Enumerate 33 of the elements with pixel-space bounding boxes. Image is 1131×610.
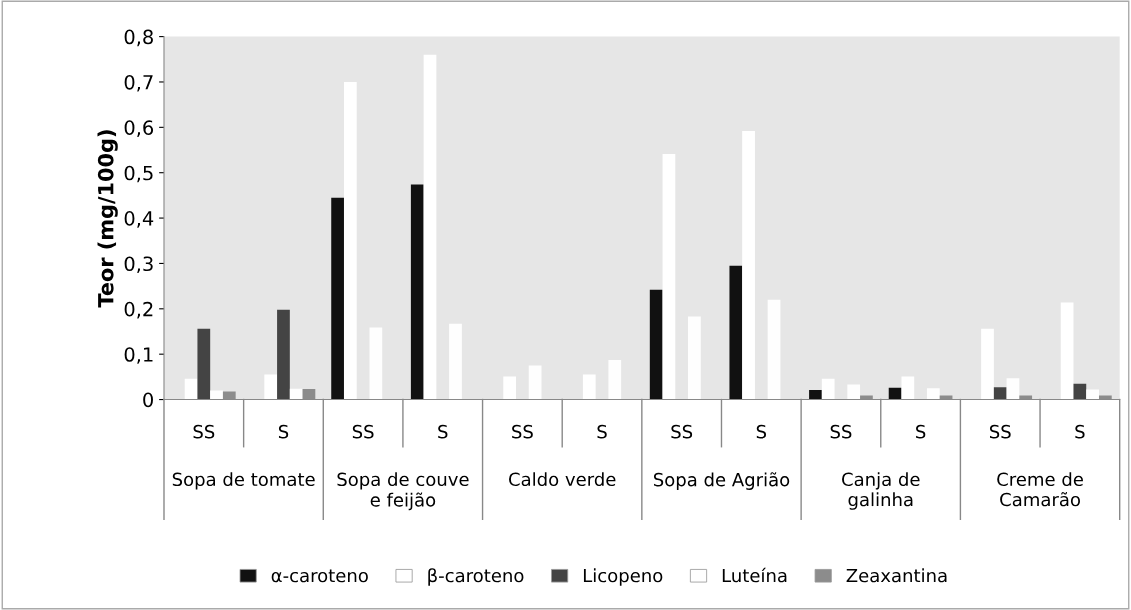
text: Sopa de tomate: [172, 472, 315, 490]
x-tick-label: S: [756, 424, 767, 439]
legend-label: Licopeno: [583, 568, 663, 586]
y-tick-label: 0,3: [124, 256, 153, 274]
y-tick-label: 0,6: [124, 120, 154, 137]
x-tick-label: S: [1075, 424, 1085, 439]
x-tick-label: SS: [671, 424, 693, 439]
x-tick-label: SS: [352, 424, 374, 439]
y-tick-label: 0: [143, 392, 153, 408]
text: Sopa de couve e feijão: [337, 472, 469, 511]
x-tick-label: S: [278, 424, 289, 439]
x-tick-label: S: [438, 424, 448, 439]
legend-label: Luteína: [722, 567, 787, 583]
x-tick-label: S: [916, 424, 926, 439]
x-tick-label: SS: [193, 424, 215, 439]
y-axis-title: Teor (mg/100g): [97, 130, 118, 308]
y-tick-label: 0,4: [124, 211, 154, 228]
y-tick-label: 0,2: [124, 301, 153, 319]
text: Canja de galinha: [842, 472, 920, 510]
legend-label: Zeaxantina: [846, 568, 947, 583]
legend-label: β-caroteno: [428, 568, 524, 586]
y-tick-label: 0,5: [124, 165, 153, 183]
x-tick-label: SS: [830, 424, 852, 439]
y-tick-label: 0,7: [124, 74, 153, 92]
legend-label: α-caroteno: [271, 569, 368, 583]
x-tick-label: S: [597, 424, 607, 439]
x-tick-label: SS: [512, 424, 533, 439]
x-tick-label: SS: [989, 424, 1011, 439]
text: Caldo verde: [509, 472, 616, 487]
y-tick-label: 0,8: [124, 29, 153, 47]
text: Sopa de Agrião: [653, 472, 790, 490]
y-tick-label: 0,1: [124, 347, 153, 364]
text: Creme de Camarão: [997, 472, 1083, 507]
